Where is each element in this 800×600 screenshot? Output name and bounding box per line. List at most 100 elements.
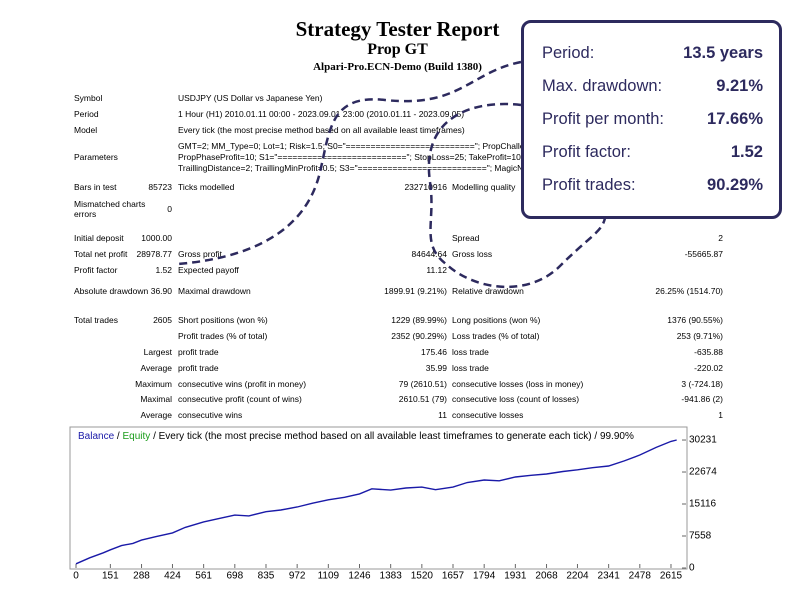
legend-entry: Balance bbox=[78, 431, 115, 442]
report-subtitle: Prop GT bbox=[367, 41, 428, 58]
y-tick-label: 22674 bbox=[689, 467, 717, 478]
cell-label: consecutive losses bbox=[452, 410, 524, 420]
cell-label: loss trade bbox=[452, 347, 489, 357]
cell-label: Total trades bbox=[74, 315, 118, 325]
x-tick-label: 0 bbox=[73, 571, 79, 582]
legend-entry: Equity bbox=[122, 431, 150, 442]
chart-frame bbox=[69, 426, 688, 570]
x-tick-label: 1794 bbox=[473, 571, 496, 582]
cell-value: Largest bbox=[143, 347, 172, 357]
cell-label: Absolute drawdown bbox=[74, 286, 149, 296]
callout-label: Period: bbox=[542, 44, 595, 62]
connector bbox=[427, 102, 607, 289]
y-tick-label: 30231 bbox=[689, 435, 717, 446]
chart-header: Balance / Equity / Every tick (the most … bbox=[78, 431, 634, 442]
cell-value: 79 (2610.51) bbox=[398, 379, 447, 389]
cell-label: Relative drawdown bbox=[452, 286, 524, 296]
cell-value: 0 bbox=[167, 204, 172, 214]
cell-label: Spread bbox=[452, 233, 480, 243]
param-line: PropPhaseProfit=10; S1="================… bbox=[178, 152, 656, 162]
callout-item: Profit trades: 90.29% bbox=[542, 176, 763, 195]
cell-label: consecutive wins (profit in money) bbox=[178, 379, 307, 389]
cell-value: 3 (-724.18) bbox=[681, 379, 723, 389]
x-tick-label: 561 bbox=[195, 571, 212, 582]
summary-callout: Period: 13.5 years Max. drawdown: 9.21% Prof… bbox=[521, 20, 782, 219]
cell-label: loss trade bbox=[452, 363, 489, 373]
cell-label: Loss trades (% of total) bbox=[452, 331, 540, 341]
cell-label: Gross loss bbox=[452, 249, 493, 259]
callout-label: Profit factor: bbox=[542, 143, 631, 161]
cell-label: Profit factor bbox=[74, 265, 118, 275]
x-tick-label: 1383 bbox=[380, 571, 403, 582]
cell-label: Gross profit bbox=[178, 249, 222, 259]
cell-label: Total net profit bbox=[74, 249, 128, 259]
callout-label: Profit trades: bbox=[542, 176, 636, 194]
cell-label: Mismatched charts errors bbox=[74, 199, 146, 219]
y-tick-label: 15116 bbox=[689, 499, 717, 510]
cell-label: Initial deposit bbox=[74, 233, 124, 243]
x-tick-label: 2204 bbox=[566, 571, 589, 582]
connector bbox=[177, 60, 522, 266]
x-tick-label: 1931 bbox=[504, 571, 527, 582]
callout-label: Max. drawdown: bbox=[542, 77, 663, 95]
chart-subtitle: / Every tick (the most precise method ba… bbox=[153, 431, 634, 442]
cell-label: Modelling quality bbox=[452, 182, 516, 192]
legend-separator: / bbox=[117, 431, 120, 442]
x-tick-label: 2478 bbox=[629, 571, 652, 582]
cell-label: Parameters bbox=[74, 152, 118, 162]
callout-value: 13.5 years bbox=[683, 44, 763, 62]
cell-value: 1 bbox=[718, 410, 723, 420]
x-tick-label: 835 bbox=[258, 571, 275, 582]
callout-value: 9.21% bbox=[716, 77, 763, 95]
param-line: TraillingDistance=2; TraillingMinProfit=… bbox=[178, 163, 662, 173]
x-tick-label: 151 bbox=[102, 571, 119, 582]
cell-value: 253 (9.71%) bbox=[676, 331, 723, 341]
cell-value: 2605 bbox=[153, 315, 172, 325]
cell-label: Symbol bbox=[74, 93, 103, 103]
x-tick-label: 2068 bbox=[535, 571, 558, 582]
x-tick-label: 288 bbox=[133, 571, 150, 582]
cell-value: 2352 (90.29%) bbox=[391, 331, 447, 341]
cell-label: consecutive loss (count of losses) bbox=[452, 394, 580, 404]
cell-label: Long positions (won %) bbox=[452, 315, 541, 325]
report-server: Alpari-Pro.ECN-Demo (Build 1380) bbox=[313, 61, 482, 73]
cell-value: -220.02 bbox=[694, 363, 723, 373]
cell-value: 26.25% (1514.70) bbox=[655, 286, 723, 296]
cell-value: 36.90 bbox=[150, 286, 172, 296]
cell-value: Average bbox=[140, 363, 172, 373]
cell-label: Period bbox=[74, 109, 99, 119]
cell-label: USDJPY (US Dollar vs Japanese Yen) bbox=[178, 93, 323, 103]
balance-line bbox=[75, 439, 677, 565]
x-tick-label: 1657 bbox=[442, 571, 465, 582]
cell-value: 11.12 bbox=[426, 265, 447, 275]
cell-value: 28978.77 bbox=[136, 249, 172, 259]
x-tick-label: 2341 bbox=[598, 571, 621, 582]
param-line: GMT=2; MM_Type=0; Lot=1; Risk=1.5; S0="=… bbox=[178, 141, 706, 151]
cell-value: 1.52 bbox=[155, 265, 172, 275]
cell-value: 175.46 bbox=[421, 347, 447, 357]
cell-value: -635.88 bbox=[694, 347, 723, 357]
cell-value: Maximum bbox=[135, 379, 172, 389]
cell-label: consecutive wins bbox=[178, 410, 243, 420]
cell-label: Model bbox=[74, 125, 98, 135]
cell-value: 1229 (89.99%) bbox=[391, 315, 447, 325]
callout-label: Profit per month: bbox=[542, 110, 664, 128]
report-title: Strategy Tester Report bbox=[295, 17, 500, 41]
cell-label: Profit trades (% of total) bbox=[178, 331, 268, 341]
x-tick-label: 2615 bbox=[660, 571, 683, 582]
cell-value: 35.99 bbox=[425, 363, 447, 373]
cell-label: Expected payoff bbox=[178, 265, 239, 275]
x-tick-label: 1109 bbox=[318, 571, 340, 582]
cell-value: Average bbox=[140, 410, 172, 420]
cell-label: consecutive losses (loss in money) bbox=[452, 379, 584, 389]
x-tick-label: 1246 bbox=[348, 571, 371, 582]
cell-value: 1899.91 (9.21%) bbox=[384, 286, 447, 296]
cell-label: Every tick (the most precise method base… bbox=[178, 125, 465, 135]
cell-label: consecutive profit (count of wins) bbox=[178, 394, 302, 404]
callout-value: 90.29% bbox=[707, 176, 763, 194]
callout-item: Profit per month: 17.66% bbox=[542, 110, 763, 129]
cell-value: 85723 bbox=[148, 182, 172, 192]
cell-label: Bars in test bbox=[74, 182, 117, 192]
